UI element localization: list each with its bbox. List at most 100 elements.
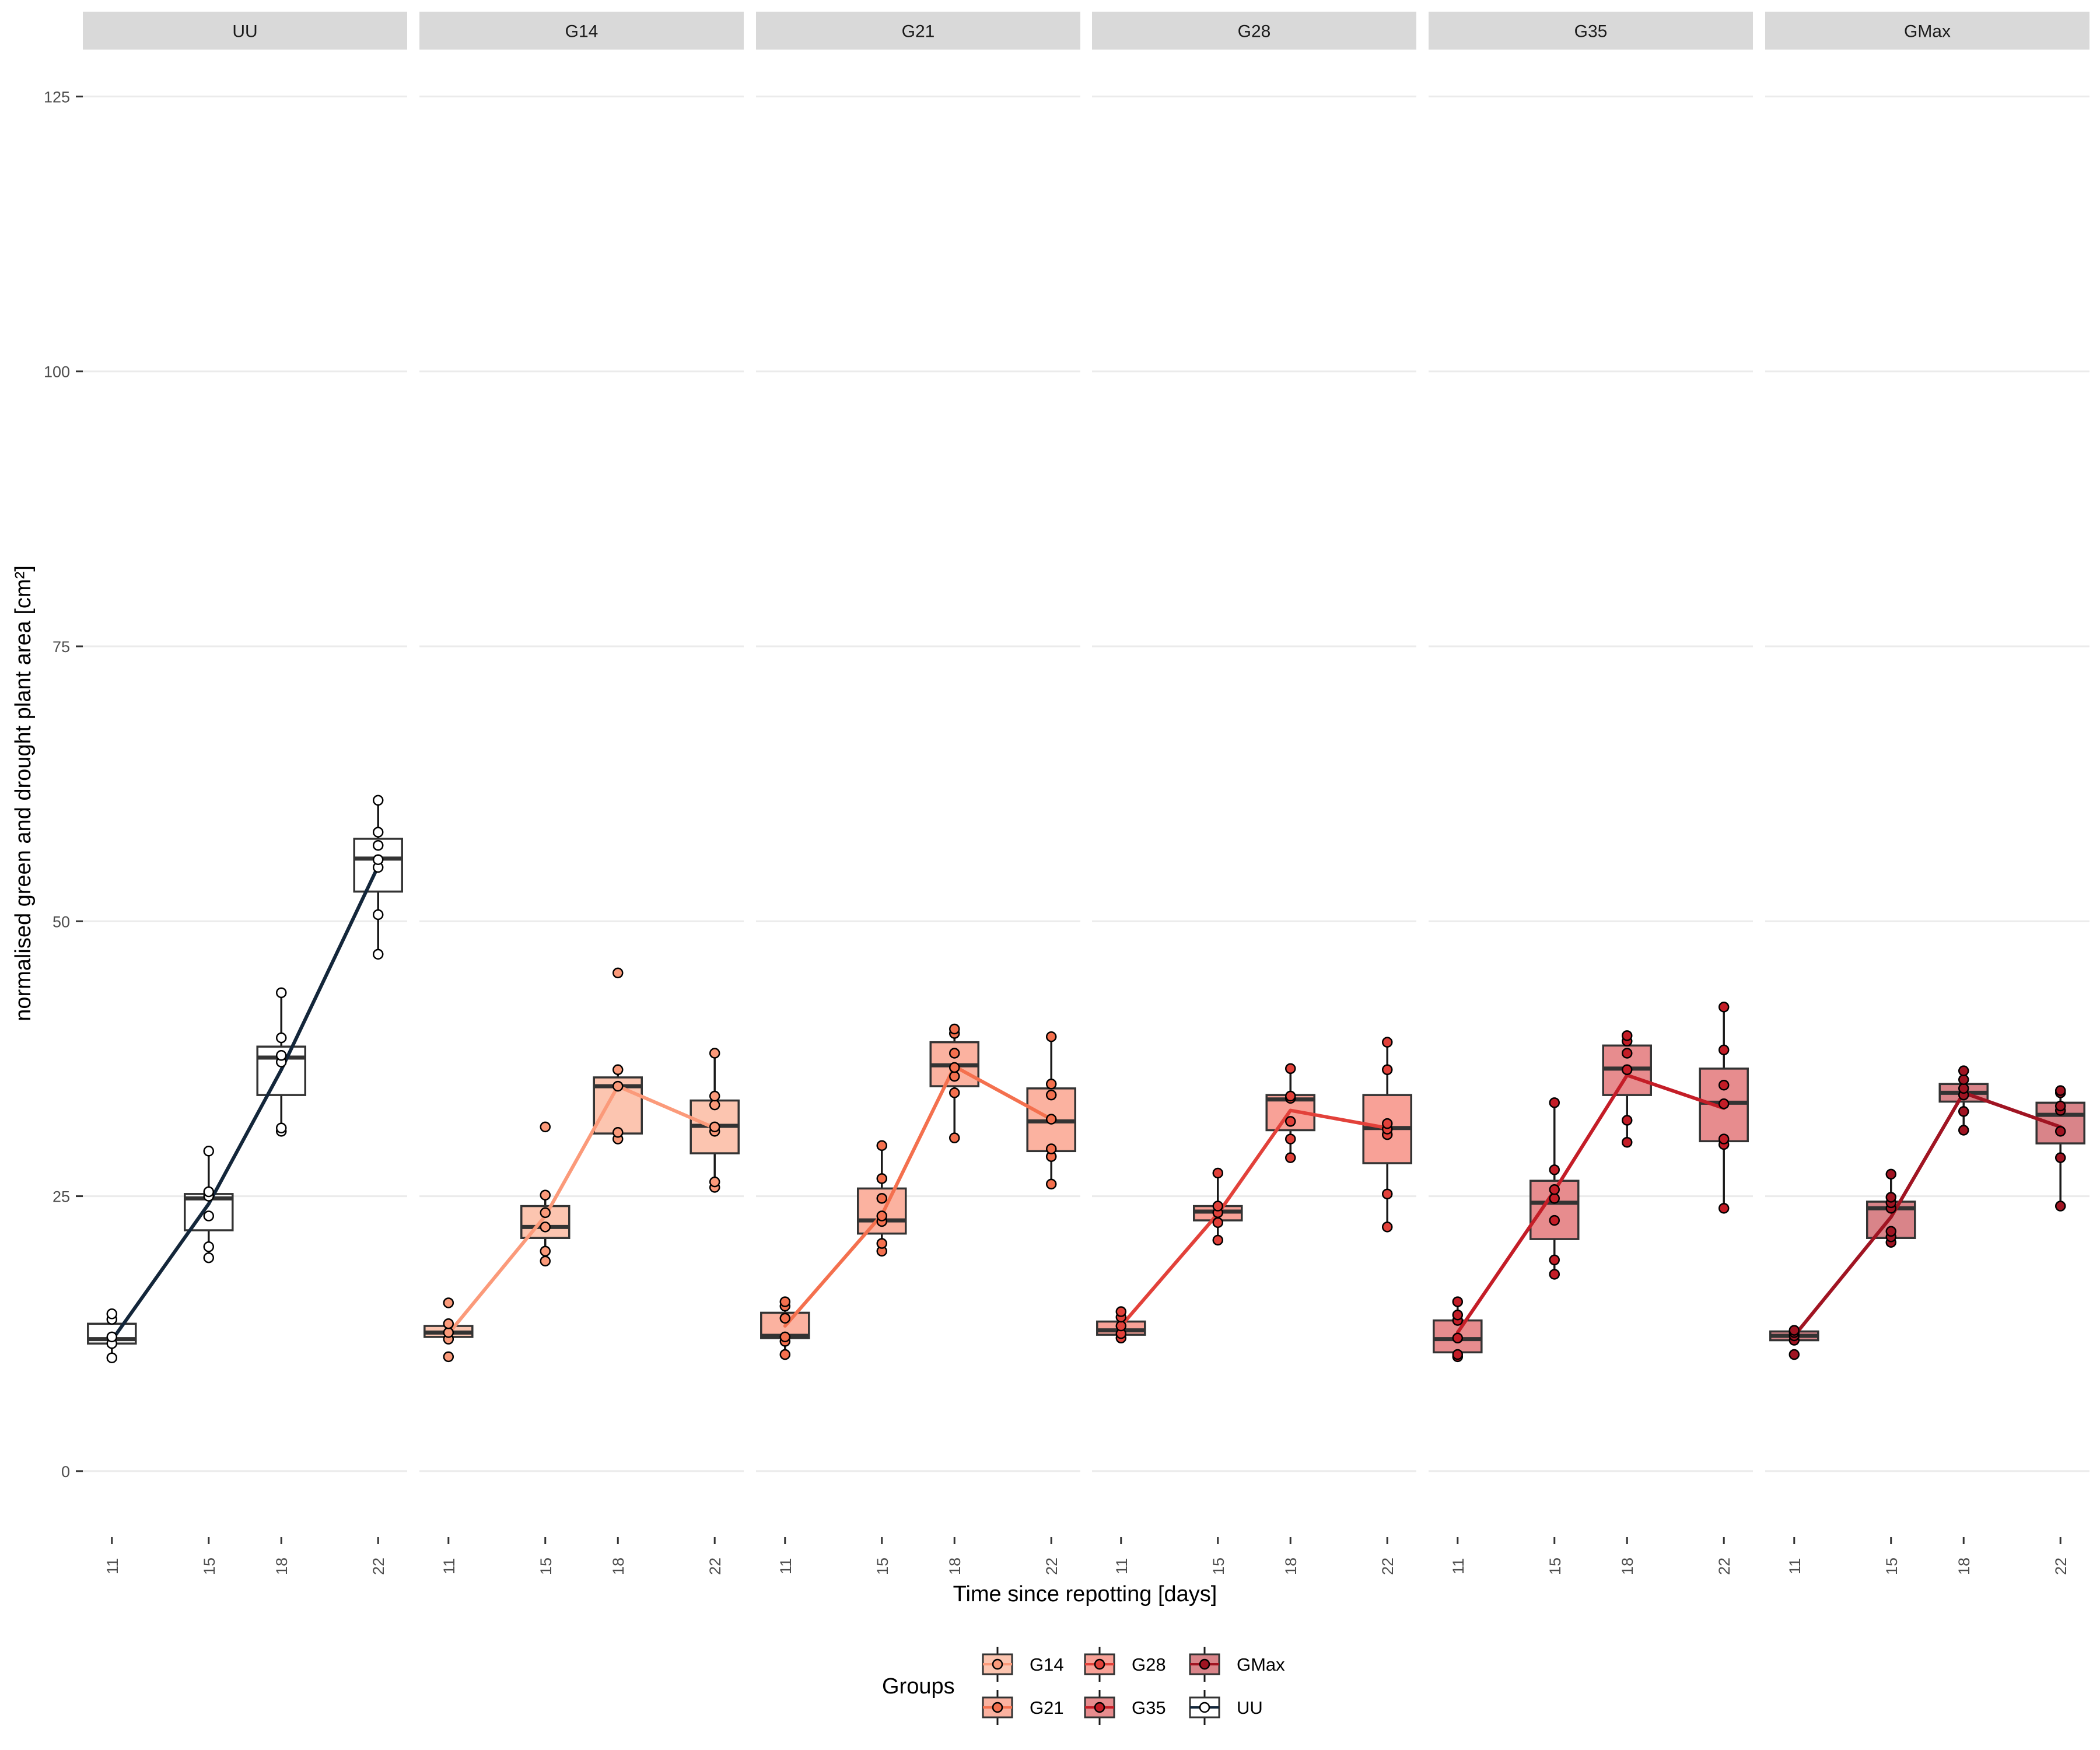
data-point bbox=[949, 1062, 960, 1073]
data-point bbox=[540, 1245, 551, 1257]
data-point bbox=[1549, 1193, 1560, 1204]
facet-strip-label: GMax bbox=[1904, 22, 1951, 41]
data-point bbox=[779, 1331, 791, 1343]
trend-line bbox=[1792, 1091, 2063, 1338]
data-point bbox=[1718, 1044, 1730, 1056]
legend-entry-g28: G28 bbox=[1084, 1647, 1166, 1682]
x-tick-label: 22 bbox=[706, 1558, 724, 1575]
y-tick-label: 0 bbox=[61, 1463, 70, 1480]
data-point bbox=[1958, 1083, 1969, 1094]
data-point bbox=[1115, 1306, 1127, 1317]
data-point bbox=[1718, 1203, 1730, 1214]
data-point bbox=[1549, 1269, 1560, 1280]
data-point bbox=[1115, 1320, 1127, 1332]
data-point bbox=[709, 1176, 720, 1188]
data-point bbox=[612, 1080, 624, 1092]
data-point bbox=[949, 1087, 960, 1098]
data-point bbox=[779, 1312, 791, 1324]
data-point bbox=[372, 794, 384, 806]
x-tick-label: 18 bbox=[1282, 1558, 1300, 1575]
data-point bbox=[106, 1331, 118, 1343]
data-point bbox=[1788, 1325, 1800, 1336]
data-point bbox=[1452, 1332, 1464, 1344]
data-point bbox=[1718, 1002, 1730, 1013]
legend-entry-g14: G14 bbox=[982, 1647, 1064, 1682]
facet-strip bbox=[1092, 12, 1416, 50]
data-point bbox=[203, 1186, 215, 1198]
x-axis-title: Time since repotting [days] bbox=[953, 1582, 1217, 1606]
y-tick-label: 25 bbox=[52, 1188, 70, 1206]
facet-strip-label: G35 bbox=[1574, 22, 1608, 41]
data-point bbox=[2054, 1200, 2066, 1212]
data-point bbox=[1045, 1031, 1057, 1042]
trend-line bbox=[1455, 1073, 1726, 1335]
legend-key-point bbox=[1199, 1702, 1210, 1713]
legend-key-point bbox=[1094, 1658, 1105, 1670]
facet-panel-g28: G28 11 15 18 22 bbox=[1092, 12, 1416, 1575]
data-point bbox=[275, 1032, 287, 1044]
data-point bbox=[709, 1048, 720, 1059]
x-tick-label: 11 bbox=[440, 1558, 458, 1574]
data-point bbox=[1549, 1184, 1560, 1195]
x-tick-label: 15 bbox=[201, 1558, 218, 1575]
x-tick-label: 11 bbox=[1450, 1558, 1467, 1574]
data-point bbox=[709, 1099, 720, 1111]
data-point bbox=[1212, 1217, 1224, 1228]
data-point bbox=[709, 1121, 720, 1133]
box-18 bbox=[929, 1029, 979, 1138]
data-point bbox=[1452, 1296, 1464, 1307]
facet-strip-label: G28 bbox=[1238, 22, 1271, 41]
data-point bbox=[2054, 1100, 2066, 1112]
data-point bbox=[540, 1121, 551, 1133]
y-axis: 0 25 50 75 100 125 bbox=[44, 88, 83, 1480]
x-tick-label: 22 bbox=[1379, 1558, 1396, 1575]
x-tick-label: 15 bbox=[537, 1558, 555, 1575]
data-point bbox=[949, 1132, 960, 1143]
legend-key-point bbox=[992, 1702, 1003, 1713]
data-point bbox=[372, 839, 384, 851]
y-tick-label: 125 bbox=[44, 88, 70, 106]
box-22 bbox=[1362, 1042, 1412, 1227]
x-tick-label: 18 bbox=[273, 1558, 290, 1575]
data-point bbox=[1045, 1079, 1057, 1090]
trend-line bbox=[110, 864, 380, 1342]
data-point bbox=[1381, 1222, 1393, 1233]
x-tick-label: 15 bbox=[1546, 1558, 1564, 1575]
data-point bbox=[1621, 1136, 1633, 1148]
data-point bbox=[372, 909, 384, 921]
data-point bbox=[1212, 1167, 1224, 1179]
data-point bbox=[612, 1064, 624, 1076]
data-point bbox=[612, 967, 624, 979]
data-point bbox=[1958, 1074, 1969, 1086]
data-point bbox=[1621, 1030, 1633, 1041]
data-point bbox=[779, 1349, 791, 1360]
facet-strip-label: UU bbox=[232, 22, 257, 41]
legend-key-point bbox=[1094, 1702, 1105, 1713]
data-point bbox=[1621, 1115, 1633, 1126]
legend-label: G28 bbox=[1132, 1654, 1166, 1675]
facet-strip bbox=[1429, 12, 1753, 50]
facet-strip bbox=[419, 12, 744, 50]
x-tick-label: 11 bbox=[104, 1558, 121, 1574]
data-point bbox=[612, 1127, 624, 1138]
x-tick-label: 11 bbox=[1113, 1558, 1130, 1574]
trend-line bbox=[1119, 1108, 1390, 1328]
data-point bbox=[1284, 1063, 1296, 1074]
data-point bbox=[372, 854, 384, 865]
data-point bbox=[949, 1023, 960, 1035]
data-point bbox=[1718, 1098, 1730, 1110]
data-point bbox=[443, 1297, 454, 1308]
facet-strip-label: G14 bbox=[565, 22, 598, 41]
data-point bbox=[1284, 1152, 1296, 1163]
data-point bbox=[1885, 1168, 1897, 1180]
data-point bbox=[1621, 1064, 1633, 1076]
data-point bbox=[1284, 1133, 1296, 1144]
x-tick-label: 15 bbox=[1210, 1558, 1227, 1575]
data-point bbox=[540, 1222, 551, 1233]
data-point bbox=[1958, 1065, 1969, 1076]
data-point bbox=[1381, 1064, 1393, 1076]
data-point bbox=[1045, 1114, 1057, 1125]
data-point bbox=[1958, 1106, 1969, 1117]
data-point bbox=[1885, 1192, 1897, 1203]
data-point bbox=[372, 949, 384, 960]
